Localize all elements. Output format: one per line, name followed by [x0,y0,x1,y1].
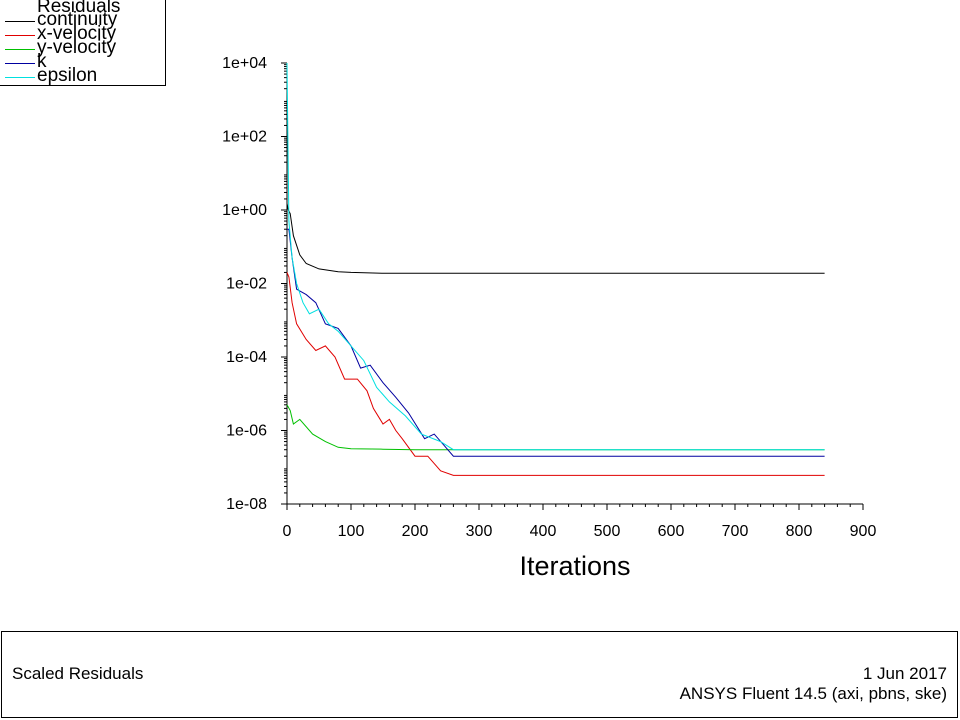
series-layer [286,62,825,476]
legend-label: epsilon [37,65,98,86]
series-line-epsilon [286,62,825,451]
x-tick-label: 0 [283,523,292,540]
legend-swatch [5,63,35,64]
legend-title: Residuals [37,0,121,17]
footer-title: Scaled Residuals [12,664,144,683]
y-tick-label: 1e+00 [222,202,267,219]
y-tick-label: 1e+02 [222,129,267,146]
x-axis-label: Iterations [519,551,630,581]
series-line-continuity [286,203,825,274]
x-tick-label: 600 [658,523,685,540]
y-tick-label: 1e+04 [222,55,267,72]
series-line-k [287,228,825,457]
y-tick-label: 1e-08 [226,496,267,513]
x-tick-label: 100 [338,523,365,540]
x-tick-label: 200 [402,523,429,540]
legend-swatch [5,21,35,22]
x-tick-label: 400 [530,523,557,540]
plot-axes: 1e+04 1e+02 1e+00 1e-02 1e-04 1e-06 1e-08 0 100 2… [222,55,876,540]
legend-label: continuity [37,9,118,30]
legend-swatch [5,35,35,36]
footer-panel: Scaled Residuals 1 Jun 2017 ANSYS Fluent… [1,631,958,718]
y-tick-label: 1e-06 [226,423,267,440]
legend: Residuals continuity x-velocity y-velocity… [0,0,166,86]
x-tick-label: 900 [850,523,877,540]
x-tick-label: 700 [722,523,749,540]
y-tick-label: 1e-04 [226,349,267,366]
legend-swatch [5,77,35,78]
footer-date: 1 Jun 2017 [862,664,947,683]
x-tick-label: 300 [466,523,493,540]
x-tick-label: 800 [786,523,813,540]
y-tick-label: 1e-02 [226,276,267,293]
residuals-plot: 1e+04 1e+02 1e+00 1e-02 1e-04 1e-06 1e-08 0 100 2… [222,55,876,581]
legend-swatch [5,49,35,50]
series-line-y-velocity [286,404,825,451]
legend-label: x-velocity [37,23,117,44]
legend-label: k [37,51,47,72]
x-tick-label: 500 [594,523,621,540]
series-line-x-velocity [286,272,825,476]
legend-label: y-velocity [37,37,117,58]
footer-product: ANSYS Fluent 14.5 (axi, pbns, ske) [679,684,947,703]
